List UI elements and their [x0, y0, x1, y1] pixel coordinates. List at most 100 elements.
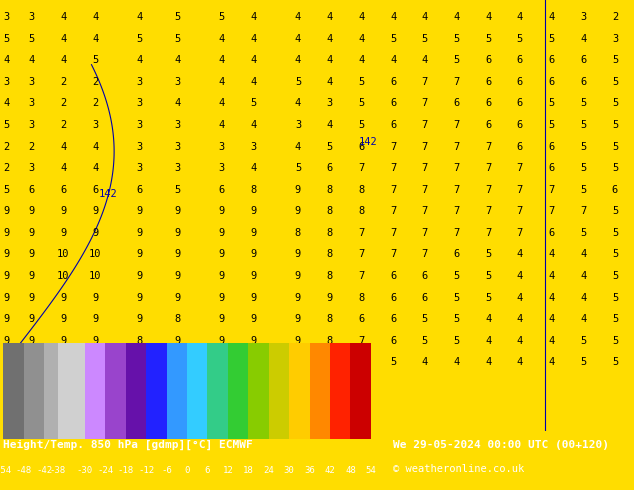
- Text: 4: 4: [219, 55, 225, 65]
- Text: 4: 4: [390, 12, 396, 22]
- Text: 4: 4: [295, 142, 301, 151]
- Text: 4: 4: [219, 98, 225, 108]
- Text: 9: 9: [219, 336, 225, 345]
- Text: 3: 3: [580, 12, 586, 22]
- Text: 8: 8: [327, 249, 333, 259]
- Text: 3: 3: [250, 142, 257, 151]
- Text: 9: 9: [136, 249, 143, 259]
- Text: 8: 8: [327, 271, 333, 281]
- Text: 4: 4: [250, 55, 257, 65]
- Text: 3: 3: [3, 77, 10, 87]
- Text: 7: 7: [422, 163, 428, 173]
- Bar: [58, 343, 85, 439]
- Text: 4: 4: [3, 98, 10, 108]
- Text: 4: 4: [517, 314, 523, 324]
- Text: 6: 6: [358, 142, 365, 151]
- Text: 6: 6: [485, 120, 491, 130]
- Text: 6: 6: [580, 55, 586, 65]
- Text: 6: 6: [422, 271, 428, 281]
- Text: 5: 5: [580, 185, 586, 195]
- Text: 9: 9: [250, 357, 257, 367]
- Bar: [207, 343, 228, 439]
- Text: © weatheronline.co.uk: © weatheronline.co.uk: [393, 464, 524, 473]
- Text: 4: 4: [390, 55, 396, 65]
- Text: 9: 9: [174, 206, 181, 216]
- Text: 5: 5: [580, 163, 586, 173]
- Text: 4: 4: [517, 271, 523, 281]
- Text: 9: 9: [92, 336, 98, 345]
- Text: 3: 3: [29, 12, 35, 22]
- Text: 3: 3: [136, 142, 143, 151]
- Text: 4: 4: [60, 55, 67, 65]
- Text: 9: 9: [250, 249, 257, 259]
- Text: 4: 4: [92, 163, 98, 173]
- Bar: [85, 343, 105, 439]
- Text: 9: 9: [219, 228, 225, 238]
- Text: 10: 10: [89, 249, 101, 259]
- Text: 7: 7: [453, 142, 460, 151]
- Text: 6: 6: [60, 185, 67, 195]
- Text: 4: 4: [548, 249, 555, 259]
- Text: 5: 5: [612, 293, 618, 302]
- Text: 6: 6: [390, 120, 396, 130]
- Text: 9: 9: [295, 249, 301, 259]
- Text: 6: 6: [358, 314, 365, 324]
- Text: 4: 4: [250, 163, 257, 173]
- Text: 5: 5: [453, 314, 460, 324]
- Text: 5: 5: [548, 98, 555, 108]
- Text: 2: 2: [29, 142, 35, 151]
- Text: -6: -6: [161, 466, 172, 475]
- Text: 4: 4: [517, 293, 523, 302]
- Text: 5: 5: [612, 142, 618, 151]
- Text: 9: 9: [174, 293, 181, 302]
- Bar: [146, 343, 167, 439]
- Text: 6: 6: [136, 185, 143, 195]
- Text: 5: 5: [422, 336, 428, 345]
- Text: 5: 5: [612, 336, 618, 345]
- Text: 6: 6: [612, 185, 618, 195]
- Text: Height/Temp. 850 hPa [gdmp][°C] ECMWF: Height/Temp. 850 hPa [gdmp][°C] ECMWF: [3, 440, 253, 450]
- Text: 4: 4: [422, 357, 428, 367]
- Text: 4: 4: [580, 293, 586, 302]
- Text: 9: 9: [3, 357, 10, 367]
- Text: 4: 4: [453, 12, 460, 22]
- Text: 4: 4: [92, 12, 98, 22]
- Text: 7: 7: [453, 163, 460, 173]
- Text: 7: 7: [422, 142, 428, 151]
- Text: 9: 9: [219, 206, 225, 216]
- Text: 5: 5: [580, 336, 586, 345]
- Text: 4: 4: [485, 357, 491, 367]
- Text: 36: 36: [304, 466, 315, 475]
- Text: 5: 5: [485, 271, 491, 281]
- Text: 6: 6: [485, 55, 491, 65]
- Text: 8: 8: [327, 228, 333, 238]
- Text: 6: 6: [29, 185, 35, 195]
- Text: 4: 4: [517, 249, 523, 259]
- Text: 9: 9: [174, 228, 181, 238]
- Text: We 29-05-2024 00:00 UTC (00+120): We 29-05-2024 00:00 UTC (00+120): [393, 440, 609, 450]
- Text: 8: 8: [358, 185, 365, 195]
- Text: 7: 7: [485, 185, 491, 195]
- Text: 7: 7: [517, 228, 523, 238]
- Text: 8: 8: [327, 206, 333, 216]
- Text: 5: 5: [580, 120, 586, 130]
- Text: 3: 3: [29, 163, 35, 173]
- Text: 42: 42: [325, 466, 335, 475]
- Text: 8: 8: [327, 314, 333, 324]
- Text: 4: 4: [548, 293, 555, 302]
- Text: 5: 5: [3, 34, 10, 44]
- Text: 7: 7: [358, 163, 365, 173]
- Text: 9: 9: [3, 249, 10, 259]
- Text: 7: 7: [453, 206, 460, 216]
- Text: 8: 8: [250, 185, 257, 195]
- Text: 5: 5: [485, 249, 491, 259]
- Text: 3: 3: [29, 98, 35, 108]
- Text: 9: 9: [174, 249, 181, 259]
- Text: 7: 7: [358, 228, 365, 238]
- Text: 4: 4: [358, 34, 365, 44]
- Text: 4: 4: [422, 55, 428, 65]
- Text: 6: 6: [205, 466, 210, 475]
- Text: 7: 7: [422, 77, 428, 87]
- Text: 9: 9: [327, 293, 333, 302]
- Text: -18: -18: [118, 466, 134, 475]
